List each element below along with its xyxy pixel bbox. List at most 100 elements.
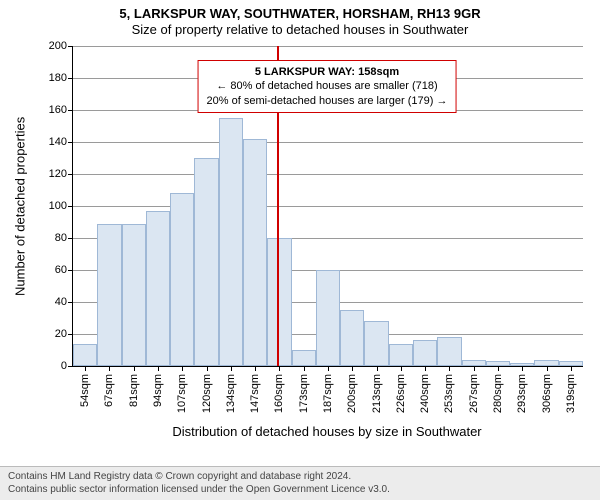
histogram-bar (97, 224, 121, 366)
gridline (73, 174, 583, 175)
y-tick-mark (68, 174, 73, 175)
y-tick-label: 80 (55, 232, 67, 244)
y-tick-label: 20 (55, 328, 67, 340)
gridline (73, 142, 583, 143)
x-tick-mark (377, 366, 378, 371)
y-tick-mark (68, 206, 73, 207)
x-tick-mark (449, 366, 450, 371)
y-tick-mark (68, 238, 73, 239)
x-tick-mark (522, 366, 523, 371)
y-tick-mark (68, 302, 73, 303)
x-tick-mark (425, 366, 426, 371)
x-axis-label-text: Distribution of detached houses by size … (172, 424, 481, 439)
y-tick-label: 160 (49, 104, 67, 116)
chart-container: 5, LARKSPUR WAY, SOUTHWATER, HORSHAM, RH… (0, 0, 600, 500)
y-tick-label: 140 (49, 136, 67, 148)
x-tick-label: 134sqm (225, 374, 237, 413)
x-tick-label: 293sqm (516, 374, 528, 413)
y-tick-label: 40 (55, 296, 67, 308)
attribution-footer: Contains HM Land Registry data © Crown c… (0, 466, 600, 500)
chart-subtitle: Size of property relative to detached ho… (0, 22, 600, 38)
y-tick-mark (68, 46, 73, 47)
gridline (73, 206, 583, 207)
y-tick-mark (68, 78, 73, 79)
x-tick-label: 81sqm (128, 374, 140, 407)
subtitle-text: Size of property relative to detached ho… (132, 22, 469, 37)
histogram-bar (146, 211, 170, 366)
x-tick-mark (498, 366, 499, 371)
footer-line-1: Contains HM Land Registry data © Crown c… (8, 471, 592, 484)
x-tick-mark (401, 366, 402, 371)
chart-title: 5, LARKSPUR WAY, SOUTHWATER, HORSHAM, RH… (0, 0, 600, 22)
x-tick-mark (328, 366, 329, 371)
y-axis-label: Number of detached properties (13, 117, 28, 296)
x-tick-label: 319sqm (565, 374, 577, 413)
y-tick-label: 200 (49, 40, 67, 52)
y-tick-label: 100 (49, 200, 67, 212)
x-tick-label: 306sqm (541, 374, 553, 413)
property-info-box: 5 LARKSPUR WAY: 158sqm← 80% of detached … (198, 60, 457, 113)
x-tick-label: 280sqm (492, 374, 504, 413)
gridline (73, 46, 583, 47)
x-tick-mark (158, 366, 159, 371)
histogram-bar (364, 321, 388, 366)
x-tick-mark (547, 366, 548, 371)
x-axis-label: Distribution of detached houses by size … (72, 424, 582, 439)
x-tick-label: 200sqm (346, 374, 358, 413)
x-tick-label: 94sqm (152, 374, 164, 407)
y-tick-mark (68, 334, 73, 335)
x-tick-mark (85, 366, 86, 371)
x-tick-label: 213sqm (371, 374, 383, 413)
x-tick-label: 187sqm (322, 374, 334, 413)
x-tick-label: 54sqm (79, 374, 91, 407)
x-tick-label: 147sqm (249, 374, 261, 413)
histogram-bar (194, 158, 218, 366)
histogram-bar (219, 118, 243, 366)
x-tick-mark (231, 366, 232, 371)
y-tick-label: 120 (49, 168, 67, 180)
x-tick-mark (352, 366, 353, 371)
x-tick-mark (207, 366, 208, 371)
histogram-bar (340, 310, 364, 366)
histogram-bar (292, 350, 316, 366)
y-tick-label: 0 (61, 360, 67, 372)
histogram-bar (437, 337, 461, 366)
y-tick-mark (68, 142, 73, 143)
histogram-bar (243, 139, 267, 366)
footer-line-2: Contains public sector information licen… (8, 484, 592, 497)
x-tick-mark (474, 366, 475, 371)
histogram-bar (267, 238, 291, 366)
info-line-2: ← 80% of detached houses are smaller (71… (207, 79, 448, 93)
x-tick-label: 226sqm (395, 374, 407, 413)
x-tick-mark (182, 366, 183, 371)
x-tick-label: 107sqm (176, 374, 188, 413)
y-tick-mark (68, 366, 73, 367)
x-tick-mark (109, 366, 110, 371)
x-tick-mark (571, 366, 572, 371)
x-tick-label: 267sqm (468, 374, 480, 413)
info-line-3: 20% of semi-detached houses are larger (… (207, 94, 448, 108)
x-tick-mark (134, 366, 135, 371)
y-axis-label-text: Number of detached properties (13, 117, 28, 296)
info-line-1: 5 LARKSPUR WAY: 158sqm (207, 65, 448, 79)
title-text: 5, LARKSPUR WAY, SOUTHWATER, HORSHAM, RH… (119, 6, 480, 21)
y-tick-label: 60 (55, 264, 67, 276)
y-tick-mark (68, 110, 73, 111)
histogram-bar (170, 193, 194, 366)
histogram-bar (413, 340, 437, 366)
x-tick-label: 120sqm (201, 374, 213, 413)
x-tick-label: 67sqm (103, 374, 115, 407)
x-tick-label: 253sqm (443, 374, 455, 413)
histogram-bar (316, 270, 340, 366)
x-tick-mark (279, 366, 280, 371)
histogram-bar (73, 344, 97, 366)
y-tick-label: 180 (49, 72, 67, 84)
histogram-bar (122, 224, 146, 366)
x-tick-label: 240sqm (419, 374, 431, 413)
y-tick-mark (68, 270, 73, 271)
x-tick-label: 173sqm (298, 374, 310, 413)
x-tick-mark (304, 366, 305, 371)
histogram-bar (389, 344, 413, 366)
x-tick-label: 160sqm (273, 374, 285, 413)
x-tick-mark (255, 366, 256, 371)
